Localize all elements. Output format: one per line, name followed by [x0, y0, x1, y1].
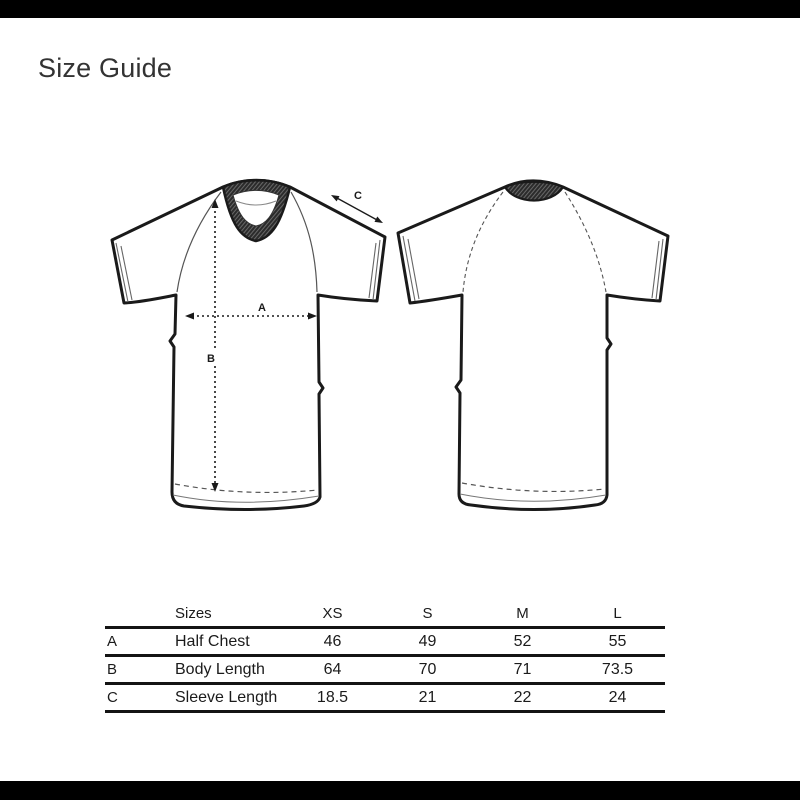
front-left-armhole-seam	[176, 191, 222, 293]
front-collar-inner-seam	[235, 200, 277, 206]
letterbox-top-bar	[0, 0, 800, 18]
back-hem-fold	[459, 493, 607, 502]
back-collar-rib	[503, 180, 565, 202]
front-right-cuff-stitch	[368, 239, 381, 301]
cell-value: 22	[513, 688, 532, 706]
back-hem-stitch	[461, 482, 606, 493]
cell-value: 55	[608, 632, 627, 650]
front-hem-fold	[172, 494, 320, 503]
front-right-armhole-seam	[290, 191, 318, 293]
measure-label-c: C	[354, 190, 362, 202]
cell-value: 49	[418, 632, 437, 650]
table-row-sleeve-length: C Sleeve Length 18.5 21 22 24	[105, 685, 665, 713]
cell-value: 70	[418, 660, 437, 678]
header-size-l: L	[613, 604, 622, 622]
row-label: Sleeve Length	[175, 688, 278, 706]
back-right-cuff-stitch	[651, 238, 664, 301]
cell-value: 24	[608, 688, 627, 706]
header-size-s: S	[422, 604, 433, 622]
measure-label-b: B	[207, 353, 215, 365]
back-left-cuff-stitch	[402, 235, 420, 302]
measure-arrow-c: C	[331, 190, 383, 223]
measure-arrow-a: A	[185, 302, 317, 320]
header-sizes: Sizes	[175, 604, 212, 622]
cell-value: 64	[323, 660, 342, 678]
measure-label-a: A	[258, 302, 266, 314]
row-key: A	[107, 633, 118, 650]
table-row-half-chest: A Half Chest 46 49 52 55	[105, 629, 665, 657]
back-left-armhole-seam	[462, 191, 504, 293]
header-size-m: M	[516, 604, 529, 622]
page-title: Size Guide	[38, 53, 173, 83]
cell-value: 52	[513, 632, 532, 650]
cell-value: 73.5	[601, 660, 634, 678]
back-right-armhole-seam	[564, 191, 607, 293]
letterbox-bottom-bar	[0, 781, 800, 800]
row-label: Body Length	[175, 660, 265, 678]
table-row-body-length: B Body Length 64 70 71 73.5	[105, 657, 665, 685]
cell-value: 46	[323, 632, 342, 650]
cell-value: 21	[418, 688, 437, 706]
row-key: B	[107, 661, 118, 678]
front-collar-rib	[221, 179, 292, 243]
front-collar-opening	[232, 190, 280, 227]
tshirt-front-view: A B C	[110, 178, 387, 511]
measure-arrow-b: B	[205, 199, 219, 492]
header-size-xs: XS	[322, 604, 343, 622]
size-table-header-row: Sizes XS S M L	[105, 600, 665, 629]
front-body-outline	[110, 178, 387, 511]
cell-value: 18.5	[316, 688, 349, 706]
row-label: Half Chest	[175, 632, 250, 650]
back-body-outline	[396, 179, 670, 511]
front-hem-stitch	[174, 483, 319, 494]
size-table: Sizes XS S M L A Half Chest 46 49 52 55 …	[105, 600, 665, 713]
cell-value: 71	[513, 660, 532, 678]
front-left-cuff-stitch	[115, 242, 133, 303]
tshirt-back-view	[396, 179, 670, 511]
row-key: C	[107, 689, 118, 706]
